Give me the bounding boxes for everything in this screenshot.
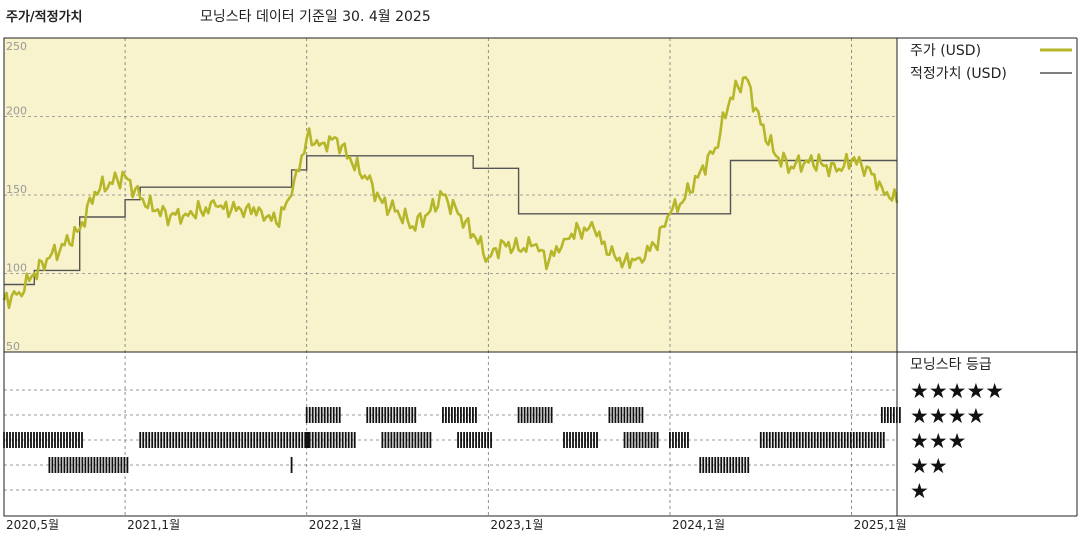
rating-block-3-star	[669, 432, 689, 448]
fair-value-line	[4, 155, 897, 286]
rating-block-3-star	[563, 432, 598, 448]
rating-block-3-star	[623, 432, 659, 448]
rating-block-4-star	[366, 407, 417, 423]
y-tick-label: 250	[6, 40, 27, 53]
chart-title: 주가/적정가치	[6, 10, 83, 25]
y-tick-label: 200	[6, 105, 27, 118]
rating-block-4-star	[517, 407, 553, 423]
x-tick-label: 2020,5월	[6, 518, 59, 532]
rating-label-1-star: ★	[910, 479, 929, 503]
rating-block-3-star	[381, 432, 432, 448]
rating-label-5-star: ★★★★★	[910, 379, 1004, 403]
rating-block-3-star	[3, 432, 83, 448]
rating-block-3-star	[759, 432, 885, 448]
rating-block-4-star	[608, 407, 644, 423]
rating-label-3-star: ★★★	[910, 429, 966, 453]
rating-block-2-star	[699, 457, 750, 473]
y-tick-label: 100	[6, 262, 27, 275]
rating-block-3-star	[139, 432, 310, 448]
rating-label-4-star: ★★★★	[910, 404, 985, 428]
rating-block-2-star	[48, 457, 129, 473]
x-tick-label: 2023,1월	[490, 518, 543, 532]
x-tick-label: 2022,1월	[309, 518, 362, 532]
legend-fair-value-label: 적정가치 (USD)	[910, 66, 1007, 82]
x-tick-label: 2024,1월	[672, 518, 725, 532]
rating-block-3-star	[457, 432, 492, 448]
x-tick-label: 2025,1월	[854, 518, 907, 532]
rating-block-4-star	[305, 407, 341, 423]
rating-title: 모닝스타 등급	[910, 357, 992, 373]
chart-subtitle: 모닝스타 데이터 기준일 30. 4월 2025	[200, 9, 431, 25]
rating-block-3-star	[305, 432, 356, 448]
rating-label-2-star: ★★	[910, 454, 948, 478]
y-tick-label: 50	[6, 340, 20, 353]
legend-price-label: 주가 (USD)	[910, 43, 981, 59]
price-line	[2, 76, 899, 310]
rating-block-4-star	[442, 407, 477, 423]
x-tick-label: 2021,1월	[127, 518, 180, 532]
y-tick-label: 150	[6, 183, 27, 196]
